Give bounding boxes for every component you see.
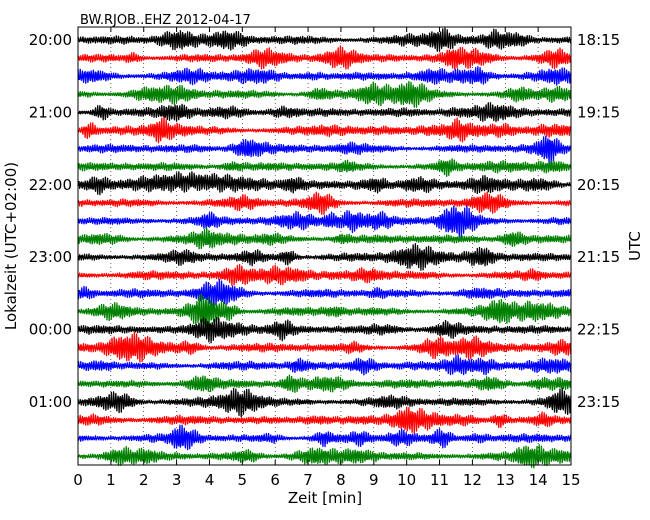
x-tick-label: 12 [463, 471, 482, 489]
x-axis-ticks: 0 1 2 3 4 5 6 7 8 9 10 11 12 13 14 15 [73, 27, 581, 489]
x-tick-label: 11 [430, 471, 449, 489]
trace-line [77, 293, 572, 328]
trace-line [77, 116, 572, 144]
trace-line [77, 424, 572, 451]
trace-line [77, 387, 572, 418]
trace-line [77, 278, 572, 308]
trace-line [77, 65, 572, 86]
x-tick-label: 14 [529, 471, 548, 489]
trace-line [77, 444, 572, 469]
x-tick-label: 8 [336, 471, 346, 489]
y-tick-label-left: 20:00 [29, 31, 72, 49]
trace-line [77, 316, 572, 344]
x-tick-label: 3 [172, 471, 182, 489]
x-tick-label: 13 [496, 471, 515, 489]
trace-line [77, 45, 572, 71]
x-tick-label: 2 [139, 471, 149, 489]
trace-line [77, 158, 572, 178]
y-tick-label-right: 19:15 [577, 103, 620, 121]
right-axis-ticks: 18:15 19:15 20:15 21:15 22:15 23:15 [565, 31, 620, 411]
x-tick-label: 9 [369, 471, 379, 489]
y-axis-label-right: UTC [626, 231, 644, 261]
x-tick-label: 1 [106, 471, 116, 489]
trace-line [77, 205, 572, 238]
y-tick-label-left: 01:00 [29, 393, 72, 411]
y-tick-label-left: 23:00 [29, 248, 72, 266]
x-tick-label: 7 [303, 471, 313, 489]
trace-line [77, 27, 572, 52]
traces [77, 27, 572, 469]
trace-line [77, 135, 572, 165]
trace-line [77, 171, 572, 196]
y-axis-label-left: Lokalzeit (UTC+02:00) [2, 162, 20, 330]
left-axis-ticks: 20:00 21:00 22:00 23:00 00:00 01:00 [29, 31, 84, 411]
x-tick-label: 4 [205, 471, 215, 489]
trace-line [77, 406, 572, 434]
x-tick-label: 0 [73, 471, 83, 489]
y-tick-label-right: 18:15 [577, 31, 620, 49]
trace-line [77, 243, 572, 271]
trace-line [77, 191, 572, 216]
chart-title: BW.RJOB..EHZ 2012-04-17 [80, 13, 251, 28]
x-tick-label: 15 [561, 471, 580, 489]
y-tick-label-right: 22:15 [577, 321, 620, 339]
trace-line [77, 227, 572, 250]
x-axis-label: Zeit [min] [288, 489, 362, 507]
trace-line [77, 331, 572, 363]
x-tick-label: 5 [238, 471, 248, 489]
trace-line [77, 374, 572, 393]
y-tick-label-left: 21:00 [29, 103, 72, 121]
trace-line [77, 264, 572, 286]
x-tick-label: 10 [397, 471, 416, 489]
y-tick-label-left: 00:00 [29, 321, 72, 339]
trace-line [77, 354, 572, 376]
y-tick-label-left: 22:00 [29, 176, 72, 194]
y-tick-label-right: 20:15 [577, 176, 620, 194]
plot-frame [77, 26, 572, 466]
trace-line [77, 102, 572, 123]
y-tick-label-right: 23:15 [577, 393, 620, 411]
y-tick-label-right: 21:15 [577, 248, 620, 266]
x-tick-label: 6 [270, 471, 280, 489]
trace-line [77, 80, 572, 108]
